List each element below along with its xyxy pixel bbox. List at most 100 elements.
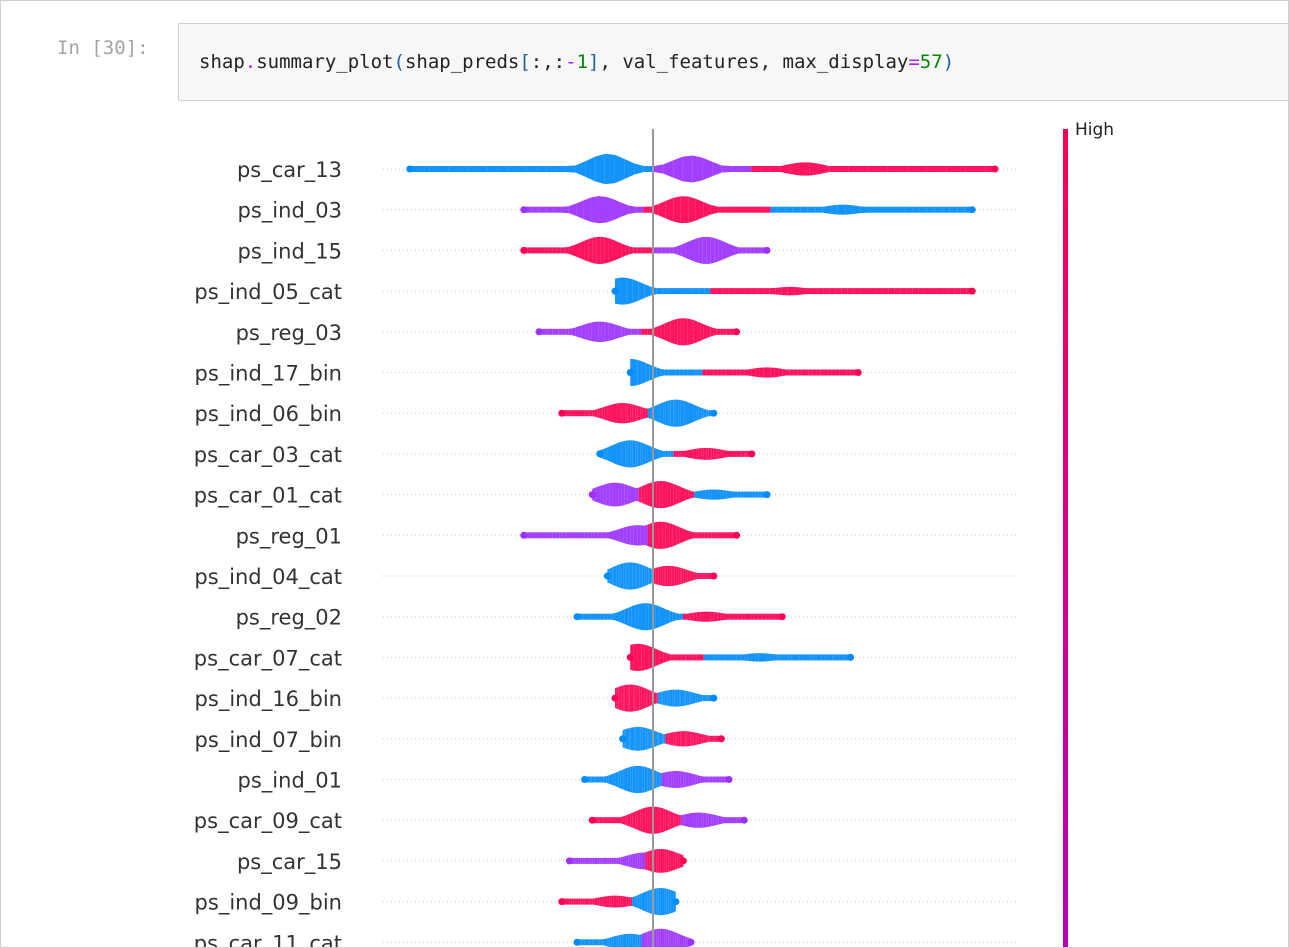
shap-density-segment: [582, 410, 585, 417]
shap-density-segment: [702, 236, 707, 264]
shap-density-segment: [646, 688, 648, 708]
shap-density-segment: [617, 817, 621, 824]
shap-density-segment: [620, 816, 623, 824]
shap-density-segment: [644, 727, 646, 751]
shap-density-segment: [648, 567, 650, 585]
shap-density-segment: [733, 654, 737, 661]
shap-density-segment: [663, 401, 666, 425]
shap-density-segment: [712, 776, 715, 783]
shap-density-segment: [758, 491, 762, 498]
shap-density-segment: [936, 166, 947, 172]
shap-density-segment: [690, 773, 693, 786]
shap-density-segment: [775, 287, 782, 295]
shap-density-segment: [654, 692, 657, 704]
shap-density-segment: [630, 440, 633, 468]
code-cell-input[interactable]: shap.summary_plot(shap_preds[:,:-1], val…: [178, 23, 1288, 101]
shap-density-segment: [614, 611, 619, 622]
shap-density-segment: [598, 485, 601, 504]
shap-density-segment: [683, 613, 687, 620]
shap-density-segment: [589, 410, 593, 417]
shap-density-segment: [688, 813, 691, 828]
shap-density-segment: [824, 654, 829, 661]
shap-density-segment: [639, 563, 642, 589]
shap-density-segment: [641, 933, 644, 947]
shap-density-segment: [636, 685, 639, 711]
shap-density-segment: [906, 288, 913, 295]
shap-density-segment: [637, 405, 641, 421]
shap-density-segment: [643, 852, 646, 870]
shap-density-segment: [837, 204, 846, 215]
shap-density-segment: [659, 772, 662, 787]
shap-density-segment: [709, 735, 712, 742]
shap-density-segment: [708, 813, 712, 827]
shap-density-segment: [811, 288, 818, 295]
shap-density-segment: [662, 691, 665, 706]
shap-density-segment: [641, 328, 645, 335]
shap-extreme-point: [740, 816, 748, 824]
shap-density-segment: [679, 486, 683, 503]
shap-density-segment: [468, 166, 479, 172]
shap-density-segment: [596, 857, 598, 864]
shap-density-segment: [683, 935, 686, 947]
shap-density-segment: [655, 731, 658, 747]
shap-density-segment: [762, 206, 771, 213]
shap-density-segment: [594, 532, 599, 539]
shap-density-segment: [620, 277, 627, 305]
feature-label: ps_car_03_cat: [194, 443, 342, 468]
shap-extreme-point: [581, 776, 589, 783]
shap-density-segment: [655, 604, 660, 629]
shap-density-segment: [702, 776, 705, 783]
shap-density-segment: [704, 288, 711, 295]
shap-density-segment: [658, 200, 666, 219]
shap-density-segment: [819, 163, 830, 175]
shap-density-segment: [703, 734, 705, 744]
shap-density-segment: [617, 241, 622, 260]
shap-density-segment: [631, 328, 635, 335]
shap-density-segment: [740, 288, 746, 295]
shap-density-segment: [568, 245, 573, 256]
shap-density-segment: [829, 166, 839, 172]
shap-density-segment: [743, 491, 747, 498]
shap-density-segment: [700, 775, 703, 784]
shap-density-segment: [759, 367, 764, 378]
shap-density-segment: [599, 896, 602, 907]
shap-density-segment: [613, 895, 615, 908]
shap-density-segment: [655, 806, 659, 834]
shap-density-segment: [746, 247, 751, 254]
shap-density-segment: [671, 565, 674, 587]
shap-density-segment: [633, 643, 638, 671]
shap-density-segment: [614, 154, 625, 184]
shap-density-segment: [822, 205, 831, 214]
shap-density-segment: [620, 202, 629, 217]
shap-density-segment: [696, 611, 701, 622]
code-token: 1: [576, 51, 589, 73]
shap-density-segment: [594, 898, 596, 906]
shap-density-segment: [644, 687, 647, 709]
shap-density-segment: [748, 206, 756, 213]
shap-density-segment: [674, 654, 678, 661]
shap-extreme-point: [991, 165, 999, 173]
shap-density-segment: [635, 726, 638, 751]
shap-density-segment: [827, 369, 832, 376]
code-line[interactable]: shap.summary_plot(shap_preds[:,:-1], val…: [199, 51, 954, 73]
shap-density-segment: [726, 817, 729, 824]
shap-density-segment: [588, 857, 591, 864]
shap-density-segment: [808, 369, 813, 376]
shap-density-segment: [653, 481, 657, 508]
shap-density-segment: [791, 654, 796, 661]
shap-density-segment: [701, 448, 704, 460]
shap-density-segment: [731, 166, 742, 172]
shap-density-segment: [689, 691, 691, 705]
shap-density-segment: [698, 812, 702, 828]
shap-density-segment: [607, 817, 610, 824]
shap-density-segment: [677, 853, 680, 869]
shap-density-segment: [610, 567, 613, 585]
shap-density-segment: [645, 851, 648, 871]
shap-density-segment: [609, 937, 612, 947]
shap-density-segment: [577, 410, 580, 417]
shap-density-segment: [683, 814, 686, 827]
shap-density-segment: [716, 288, 723, 295]
shap-density-segment: [882, 206, 890, 213]
shap-extreme-point: [710, 572, 718, 580]
shap-extreme-point: [520, 531, 528, 539]
